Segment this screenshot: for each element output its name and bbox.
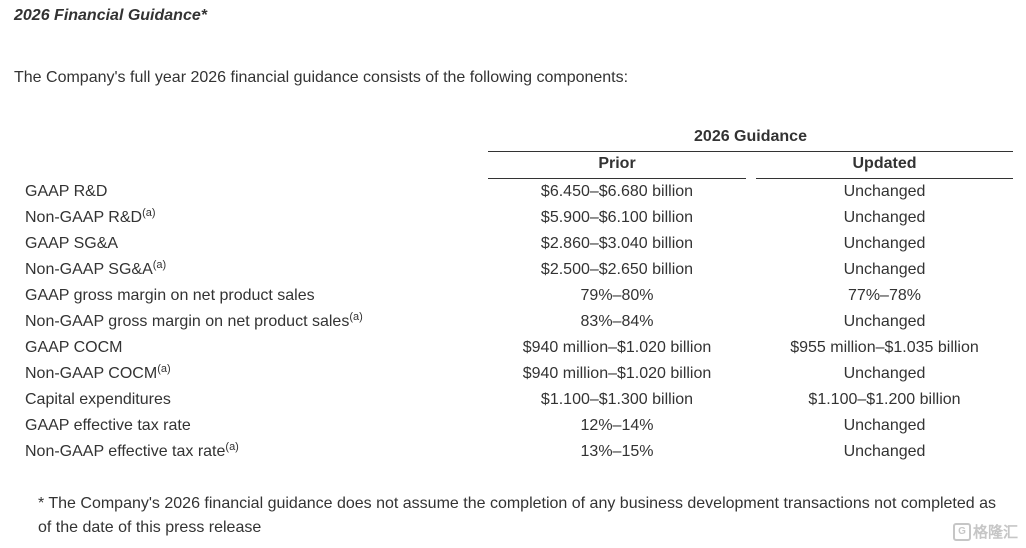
guidance-group-header: 2026 Guidance [694,128,807,145]
table-row: Non-GAAP COCM(a) $940 million–$1.020 bil… [0,361,1026,387]
group-header-rule [488,151,1013,152]
row-label: Non-GAAP gross margin on net product sal… [25,311,363,331]
row-label: Non-GAAP effective tax rate(a) [25,441,239,461]
row-label: Non-GAAP COCM(a) [25,363,171,383]
updated-value: Unchanged [843,313,926,330]
table-row: Non-GAAP R&D(a) $5.900–$6.100 billion Un… [0,205,1026,231]
prior-value: $6.450–$6.680 billion [540,183,694,200]
updated-value: $955 million–$1.035 billion [790,339,979,356]
row-label: GAAP R&D [25,183,108,200]
prior-value: $2.860–$3.040 billion [540,235,694,252]
prior-value: $2.500–$2.650 billion [540,261,694,278]
row-label: Capital expenditures [25,391,171,408]
updated-value: Unchanged [843,443,926,460]
footnote-marker: (a) [152,259,167,271]
table-row: GAAP COCM $940 million–$1.020 billion $9… [0,335,1026,361]
prior-header-rule [488,178,746,179]
updated-header-rule [756,178,1013,179]
prior-value: 79%–80% [580,287,654,304]
row-label: Non-GAAP R&D(a) [25,207,156,227]
updated-value: Unchanged [843,235,926,252]
table-row: GAAP gross margin on net product sales 7… [0,283,1026,309]
intro-text: The Company's full year 2026 financial g… [14,69,629,86]
prior-value: $1.100–$1.300 billion [540,391,694,408]
guidance-table-body: GAAP R&D $6.450–$6.680 billion Unchanged… [0,179,1026,465]
prior-value: 12%–14% [580,417,654,434]
page-title: 2026 Financial Guidance* [14,7,207,24]
table-row: Non-GAAP SG&A(a) $2.500–$2.650 billion U… [0,257,1026,283]
watermark: G 格隆汇 [952,521,1018,542]
row-label: Non-GAAP SG&A(a) [25,259,167,279]
prior-value: 83%–84% [580,313,654,330]
prior-value: $5.900–$6.100 billion [540,209,694,226]
row-label: GAAP COCM [25,339,123,356]
watermark-text: 格隆汇 [972,524,1018,541]
column-header-updated: Updated [852,155,917,172]
footnote-marker: (a) [225,441,239,453]
prior-value: $940 million–$1.020 billion [522,365,712,382]
table-row: Non-GAAP effective tax rate(a) 13%–15% U… [0,439,1026,465]
row-label: GAAP gross margin on net product sales [25,287,315,304]
table-row: GAAP R&D $6.450–$6.680 billion Unchanged [0,179,1026,205]
prior-value: 13%–15% [580,443,654,460]
table-row: GAAP SG&A $2.860–$3.040 billion Unchange… [0,231,1026,257]
updated-value: Unchanged [843,365,926,382]
updated-value: Unchanged [843,183,926,200]
row-label: GAAP effective tax rate [25,417,191,434]
footnote-marker: (a) [349,311,363,323]
row-label: GAAP SG&A [25,235,119,252]
footnote-text: * The Company's 2026 financial guidance … [38,495,997,536]
updated-value: $1.100–$1.200 billion [808,391,961,408]
updated-value: Unchanged [843,261,926,278]
table-row: Capital expenditures $1.100–$1.300 billi… [0,387,1026,413]
updated-value: 77%–78% [848,287,921,304]
footnote-marker: (a) [157,363,171,375]
footnote-marker: (a) [142,207,156,219]
table-row: Non-GAAP gross margin on net product sal… [0,309,1026,335]
updated-value: Unchanged [843,209,926,226]
table-row: GAAP effective tax rate 12%–14% Unchange… [0,413,1026,439]
watermark-logo-icon: G [952,522,971,541]
column-header-prior: Prior [598,155,636,172]
prior-value: $940 million–$1.020 billion [522,339,712,356]
updated-value: Unchanged [843,417,926,434]
